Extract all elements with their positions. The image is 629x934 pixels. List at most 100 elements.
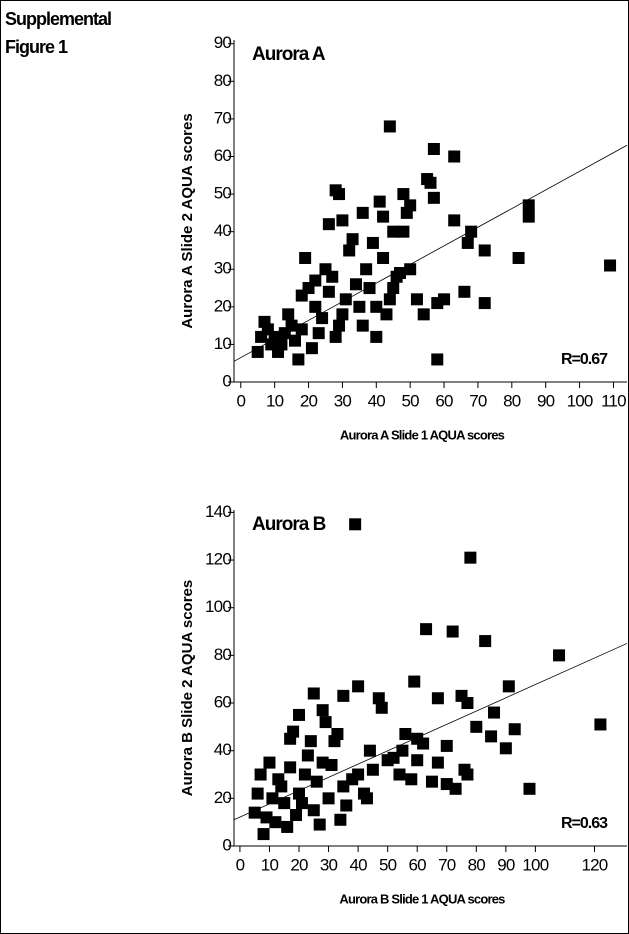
point bbox=[309, 274, 322, 287]
x-tick-label: 90 bbox=[537, 391, 555, 410]
x-tick-label: 40 bbox=[349, 855, 367, 874]
figure-title: Figure 1 bbox=[5, 37, 68, 57]
x-tick-label: 120 bbox=[582, 855, 608, 874]
point bbox=[265, 338, 278, 351]
point bbox=[446, 625, 459, 638]
x-tick-label: 60 bbox=[409, 855, 427, 874]
point bbox=[375, 701, 388, 714]
point bbox=[337, 689, 350, 702]
x-tick-label: 30 bbox=[334, 391, 352, 410]
point bbox=[508, 723, 521, 736]
y-tick-label: 40 bbox=[214, 221, 232, 240]
point bbox=[301, 749, 314, 762]
point bbox=[499, 742, 512, 755]
point bbox=[352, 768, 365, 781]
point bbox=[604, 259, 617, 272]
point bbox=[397, 188, 410, 201]
x-axis-title: Aurora B Slide 1 AQUA scores bbox=[339, 891, 505, 906]
y-axis-title: Aurora B Slide 2 AQUA scores bbox=[179, 580, 196, 796]
point bbox=[522, 210, 535, 223]
point bbox=[458, 285, 471, 298]
point bbox=[404, 263, 417, 276]
x-tick-label: 70 bbox=[469, 391, 487, 410]
y-tick-label: 10 bbox=[214, 334, 232, 353]
point bbox=[427, 142, 440, 155]
point bbox=[305, 342, 318, 355]
y-tick-label: 120 bbox=[205, 550, 231, 569]
point bbox=[304, 735, 317, 748]
point bbox=[312, 327, 325, 340]
point bbox=[339, 293, 352, 306]
point bbox=[522, 199, 535, 212]
point bbox=[346, 233, 359, 246]
x-tick-label: 70 bbox=[438, 855, 456, 874]
point bbox=[360, 263, 373, 276]
point bbox=[479, 635, 492, 648]
point bbox=[290, 809, 303, 822]
point bbox=[336, 214, 349, 227]
point bbox=[326, 270, 339, 283]
point bbox=[349, 278, 362, 291]
point bbox=[425, 775, 438, 788]
trend-line bbox=[233, 144, 628, 362]
point bbox=[316, 312, 329, 325]
point bbox=[431, 692, 444, 705]
point bbox=[313, 818, 326, 831]
point bbox=[470, 720, 483, 733]
point bbox=[383, 293, 396, 306]
point bbox=[410, 293, 423, 306]
point bbox=[349, 518, 362, 531]
trend-line bbox=[233, 643, 628, 821]
point bbox=[420, 623, 433, 636]
point bbox=[478, 244, 491, 257]
title-bg bbox=[248, 512, 344, 538]
x-tick-label: 0 bbox=[236, 391, 245, 410]
point bbox=[370, 330, 383, 343]
point bbox=[295, 289, 308, 302]
point bbox=[523, 782, 536, 795]
point bbox=[485, 730, 498, 743]
point bbox=[333, 319, 346, 332]
point bbox=[408, 675, 421, 688]
point bbox=[307, 687, 320, 700]
point bbox=[440, 778, 453, 791]
point bbox=[282, 308, 295, 321]
point bbox=[295, 797, 308, 810]
point bbox=[438, 293, 451, 306]
point bbox=[366, 236, 379, 249]
y-tick-label: 70 bbox=[214, 108, 232, 127]
point bbox=[295, 323, 308, 336]
point bbox=[278, 797, 291, 810]
point bbox=[431, 353, 444, 366]
point bbox=[281, 820, 294, 833]
y-tick-label: 30 bbox=[214, 259, 232, 278]
point bbox=[293, 708, 306, 721]
point bbox=[334, 813, 347, 826]
point bbox=[373, 195, 386, 208]
y-tick-label: 40 bbox=[214, 740, 232, 759]
point bbox=[411, 754, 424, 767]
point bbox=[370, 300, 383, 313]
point bbox=[458, 763, 471, 776]
point bbox=[363, 744, 376, 757]
point bbox=[377, 251, 390, 264]
y-tick-label: 140 bbox=[205, 502, 231, 521]
point bbox=[461, 697, 474, 710]
point bbox=[387, 282, 400, 295]
point bbox=[329, 330, 342, 343]
point bbox=[404, 199, 417, 212]
point bbox=[356, 206, 369, 219]
point bbox=[340, 799, 353, 812]
point bbox=[393, 768, 406, 781]
x-tick-label: 40 bbox=[368, 391, 386, 410]
point bbox=[363, 282, 376, 295]
y-tick-label: 0 bbox=[222, 835, 231, 854]
point bbox=[478, 297, 491, 310]
x-tick-label: 100 bbox=[522, 855, 548, 874]
point bbox=[594, 718, 607, 731]
point bbox=[336, 308, 349, 321]
point bbox=[502, 680, 515, 693]
point bbox=[309, 300, 322, 313]
point bbox=[424, 176, 437, 189]
point bbox=[319, 716, 332, 729]
